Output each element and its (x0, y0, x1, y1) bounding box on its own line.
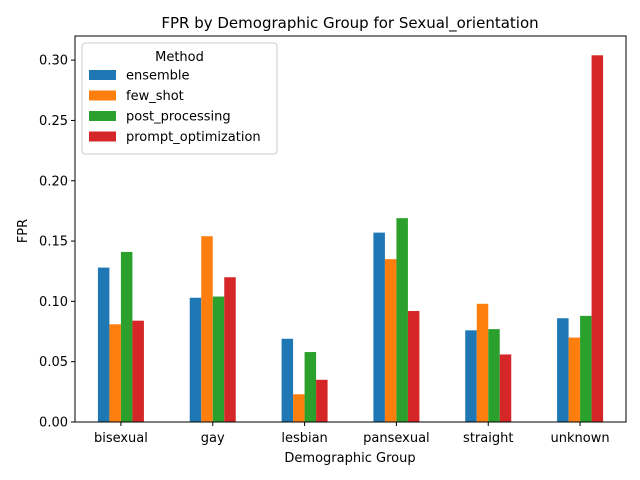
y-axis-label: FPR (16, 219, 31, 243)
x-tick-label-bisexual: bisexual (94, 431, 148, 446)
bar-few-shot-bisexual (109, 324, 121, 422)
x-tick-label-lesbian: lesbian (281, 431, 327, 446)
legend-swatch-ensemble (89, 70, 116, 80)
bar-few-shot-unknown (568, 337, 581, 422)
axes-group: 0.00 0.05 0.10 0.15 0.20 0.25 0.30 bisexual gay l… (39, 35, 627, 446)
legend-label-post-processing: post_processing (126, 110, 231, 125)
bar-post-processing-pansexual (396, 218, 408, 422)
bar-ensemble-gay (189, 297, 202, 422)
y-tick-label: 0.05 (39, 355, 68, 370)
bar-post-processing-unknown (580, 315, 592, 422)
bar-ensemble-lesbian (281, 338, 294, 422)
bar-prompt-optimization-unknown (591, 55, 604, 423)
bar-ensemble-pansexual (373, 232, 385, 422)
bar-ensemble-straight (465, 330, 477, 422)
y-tick-label: 0.10 (39, 295, 68, 310)
x-tick-label-gay: gay (201, 431, 225, 446)
y-tick-label: 0.20 (39, 174, 68, 189)
legend-swatch-prompt-optimization (89, 131, 116, 142)
bar-prompt-optimization-pansexual (407, 311, 420, 422)
y-tick-label: 0.00 (39, 416, 68, 431)
legend-swatch-post-processing (89, 111, 116, 121)
x-tick-label-pansexual: pansexual (363, 431, 430, 446)
bar-few-shot-pansexual (384, 259, 397, 422)
bar-post-processing-gay (212, 296, 225, 422)
bars-group (97, 55, 604, 423)
bar-ensemble-bisexual (97, 267, 110, 422)
x-tick-label-unknown: unknown (551, 431, 610, 446)
x-axis-label: Demographic Group (284, 451, 415, 466)
legend-label-few-shot: few_shot (126, 89, 184, 104)
bar-prompt-optimization-lesbian (316, 379, 328, 422)
bar-few-shot-straight (476, 303, 489, 422)
bar-post-processing-straight (488, 329, 500, 422)
bar-few-shot-lesbian (293, 394, 305, 422)
y-tick-label: 0.15 (39, 235, 68, 250)
legend-label-prompt-optimization: prompt_optimization (126, 130, 261, 145)
bar-prompt-optimization-gay (224, 277, 236, 422)
plot-frame (74, 35, 627, 423)
legend-label-ensemble: ensemble (126, 69, 190, 84)
legend-box (81, 42, 278, 155)
y-tick-label: 0.25 (39, 114, 68, 129)
bar-few-shot-gay (201, 236, 213, 422)
legend: Method ensemble few_shot post_processingpro… (81, 42, 278, 155)
bar-ensemble-unknown (557, 318, 569, 422)
chart-title: FPR by Demographic Group for Sexual_orie… (161, 14, 538, 33)
legend-title: Method (155, 50, 204, 65)
bar-prompt-optimization-bisexual (132, 320, 144, 422)
y-tick-label: 0.30 (39, 54, 68, 69)
bar-post-processing-lesbian (304, 352, 317, 422)
x-tick-label-straight: straight (463, 431, 513, 446)
bar-post-processing-bisexual (120, 251, 133, 422)
bar-prompt-optimization-straight (499, 354, 512, 422)
legend-swatch-few-shot (89, 90, 116, 101)
